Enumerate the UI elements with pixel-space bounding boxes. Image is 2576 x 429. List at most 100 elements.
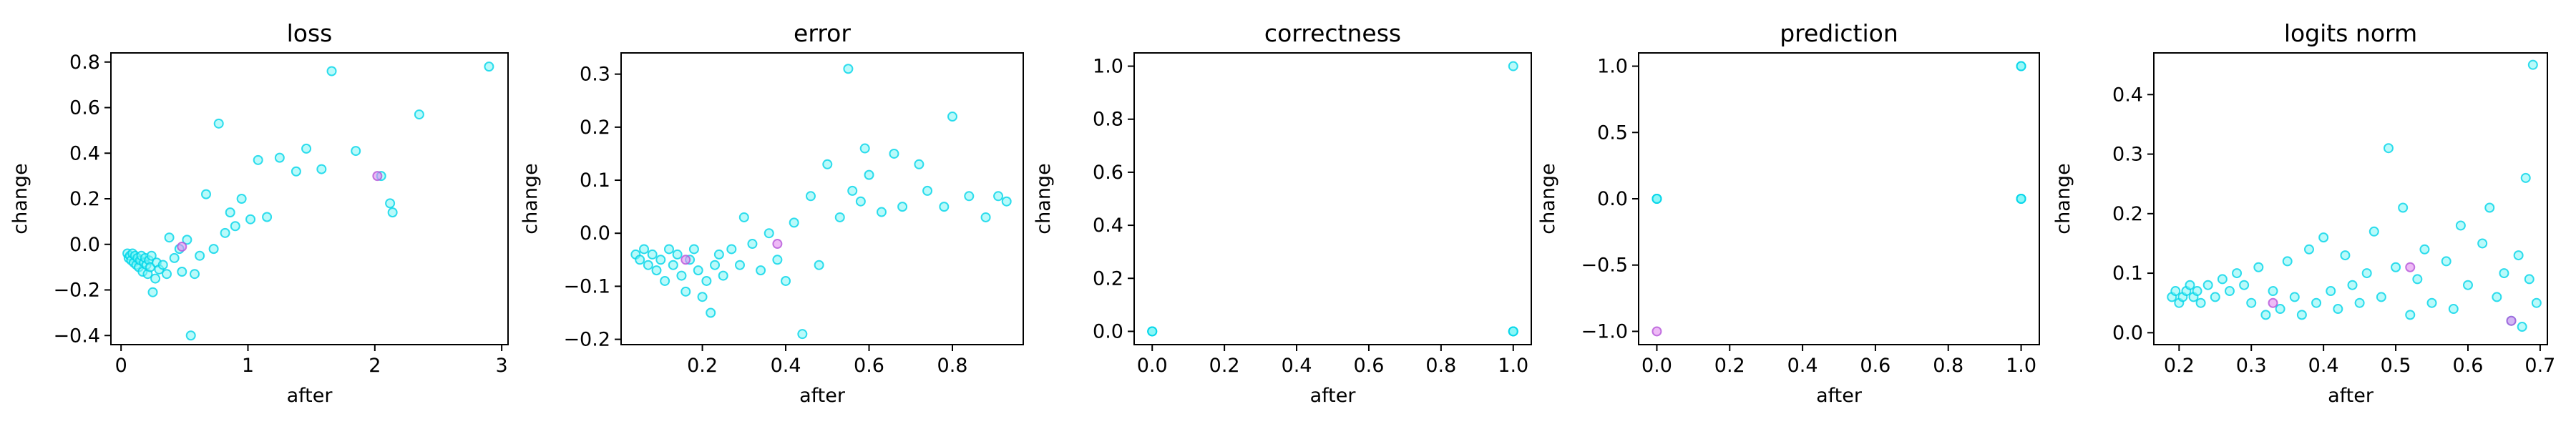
scatter-point-alt [772,239,783,250]
scatter-point-alt [177,241,187,252]
scatter-point [2462,280,2473,290]
scatter-point [2347,280,2358,290]
scatter-point [2405,310,2416,320]
y-tick-label: 0.2 [580,117,610,139]
y-tick-label: 0.8 [69,51,100,74]
scatter-point [756,265,766,276]
scatter-point [2361,268,2372,279]
y-axis-label: change [9,163,31,234]
scatter-point [2326,286,2336,297]
y-tick-label: 0.2 [2112,203,2143,225]
y-tick-label: −0.2 [53,280,100,302]
scatter-point [855,196,866,207]
x-tick-label: 0.8 [937,355,968,377]
scatter-point [2232,268,2243,279]
scatter-point [655,255,666,265]
scatter-point [947,112,957,122]
scatter-point [1508,61,1518,72]
scatter-point [147,287,158,297]
scatter-point [262,212,273,222]
scatter-point [964,191,975,202]
scatter-point [385,198,396,209]
scatter-point [939,202,950,212]
scatter-point [876,207,887,217]
x-tick-label: 0.5 [2381,355,2411,377]
x-tick-label: 0.8 [1425,355,1456,377]
scatter-point [897,202,908,212]
x-tick-label: 1.0 [1498,355,1528,377]
axes-frame [2153,52,2548,345]
scatter-point [169,252,180,263]
axes-frame [110,52,509,345]
chart-panel-error: error 0.2 0.4 0.6 0.8 −0.2 −0.1 0.0 0.1 0.2 0.3 aft… [519,19,1024,407]
scatter-point [706,307,716,318]
scatter-point [789,217,799,228]
scatter-point [2289,292,2300,302]
x-tick-label: 0.2 [687,355,718,377]
y-tick-label: 0.2 [1093,267,1123,290]
chart-panel-prediction: prediction 0.0 0.2 0.4 0.6 0.8 1.0 −1.0 −0.5 0.0 0… [1537,19,2040,407]
scatter-point [162,269,172,280]
scatter-point [2260,310,2271,320]
x-tick-label: 0.2 [2164,355,2195,377]
scatter-point [2246,297,2257,308]
scatter-point [2398,202,2409,213]
y-tick-label: 0.4 [2112,84,2143,106]
scatter-point [2282,256,2293,267]
y-tick-label: 0.1 [580,169,610,192]
scatter-point [316,164,327,174]
scatter-point [2239,280,2250,290]
scatter-point [2441,256,2451,267]
y-tick-label: 0.0 [1597,188,1628,210]
scatter-point [2192,286,2202,297]
chart-title: logits norm [2284,19,2417,47]
scatter-point [922,185,933,196]
scatter-point [150,273,161,284]
scatter-point [763,228,774,239]
scatter-point [2016,194,2026,204]
scatter-point [847,185,858,196]
x-tick-label: 0.4 [771,355,801,377]
scatter-point [2448,304,2459,315]
scatter-point [697,292,708,302]
scatter-point-alt [680,255,691,265]
scatter-point [718,270,728,281]
y-tick-label: 0.0 [69,234,100,256]
scatter-point [2275,304,2285,315]
scatter-point [822,159,833,169]
scatter-point [195,250,205,261]
scatter-point [2513,250,2524,261]
chart-title: error [794,19,851,47]
scatter-point [190,269,200,280]
chart-panel-loss: loss 0 1 2 3 −0.4 −0.2 0.0 0.2 0.4 0.6 0.8 after chan… [9,19,509,407]
scatter-point [2412,274,2423,285]
x-axis-label: after [2328,385,2374,407]
x-tick-label: 0.6 [1353,355,1384,377]
scatter-point [701,275,712,286]
scatter-point [225,207,235,218]
scatter-point [182,235,192,245]
y-tick-label: 0.6 [69,97,100,119]
scatter-point [639,244,650,255]
y-tick-label: −1.0 [1581,320,1628,342]
scatter-point [2376,292,2386,302]
scatter-point [864,169,874,180]
scatter-points [630,64,1012,340]
x-tick-label: 0.0 [1137,355,1168,377]
axes-frame [1133,52,1532,345]
x-tick-label: 0.4 [2308,355,2339,377]
scatter-points [1147,61,1518,337]
y-tick-label: 0.8 [1093,109,1123,131]
scatter-point [177,267,187,277]
scatter-point [797,329,808,340]
scatter-point [2484,202,2495,213]
x-axis-label: after [287,385,333,407]
scatter-point [245,214,256,225]
scatter-point [2170,286,2181,297]
scatter-point [713,249,724,260]
x-tick-label: 1 [242,355,254,377]
scatter-point [185,330,196,341]
scatter-point [220,227,230,238]
scatter-point [326,66,337,77]
